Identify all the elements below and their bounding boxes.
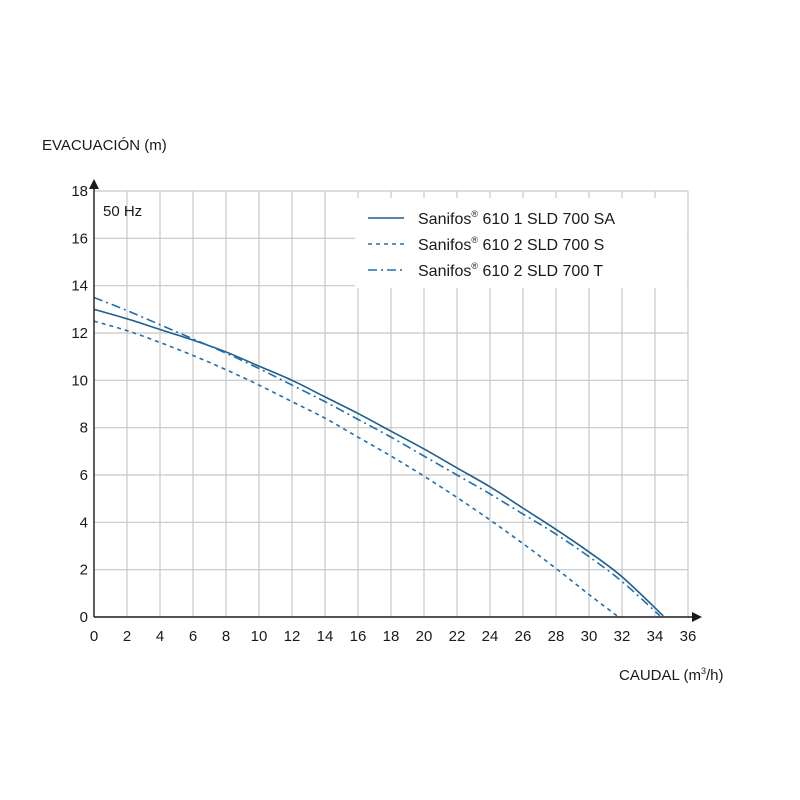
x-tick-label: 26 <box>515 628 532 645</box>
y-tick-label: 0 <box>80 609 88 626</box>
x-tick-label: 34 <box>647 628 664 645</box>
x-axis-title-end: /h) <box>706 667 724 684</box>
legend-mark-1: ® <box>471 209 478 219</box>
legend-item-2: Sanifos® 610 2 SLD 700 S <box>368 235 604 254</box>
y-tick-label: 14 <box>71 278 88 295</box>
y-tick-label: 6 <box>80 467 88 484</box>
y-tick-label: 10 <box>71 372 88 389</box>
x-axis-title-sup: 3 <box>701 666 706 676</box>
legend: Sanifos® 610 1 SLD 700 SA Sanifos® 610 2… <box>355 198 687 288</box>
axes <box>89 179 702 622</box>
tick-labels: 0 2 4 6 8 10 12 14 16 18 20 22 24 26 28 30 32 34 360246810… <box>71 183 696 645</box>
legend-brand-1: Sanifos <box>418 211 471 228</box>
series-line-3 <box>93 296 661 617</box>
x-tick-label: 32 <box>614 628 631 645</box>
legend-mark-2: ® <box>471 235 478 245</box>
x-tick-label: 22 <box>449 628 466 645</box>
legend-label-1: Sanifos® 610 1 SLD 700 SA <box>418 209 615 228</box>
x-axis-arrow <box>692 612 702 622</box>
series-line-1 <box>93 308 664 617</box>
x-axis-title: CAUDAL (m3/h) <box>619 666 723 684</box>
y-axis-title: EVACUACIÓN (m) <box>42 137 167 154</box>
x-tick-label: 2 <box>123 628 131 645</box>
frequency-annotation: 50 Hz <box>103 203 142 220</box>
legend-label-2: Sanifos® 610 2 SLD 700 S <box>418 235 604 254</box>
x-tick-label: 10 <box>251 628 268 645</box>
y-tick-label: 4 <box>80 514 88 531</box>
legend-label-3: Sanifos® 610 2 SLD 700 T <box>418 261 603 280</box>
legend-background <box>355 198 687 288</box>
legend-item-1: Sanifos® 610 1 SLD 700 SA <box>368 209 615 228</box>
x-tick-label: 16 <box>350 628 367 645</box>
y-tick-label: 18 <box>71 183 88 200</box>
y-tick-label: 2 <box>80 562 88 579</box>
legend-item-3: Sanifos® 610 2 SLD 700 T <box>368 261 603 280</box>
x-tick-label: 30 <box>581 628 598 645</box>
legend-model-3: 610 2 SLD 700 T <box>478 263 603 280</box>
x-tick-label: 6 <box>189 628 197 645</box>
legend-brand-2: Sanifos <box>418 237 471 254</box>
x-tick-label: 0 <box>90 628 98 645</box>
legend-brand-3: Sanifos <box>418 263 471 280</box>
legend-model-2: 610 2 SLD 700 S <box>478 237 604 254</box>
x-tick-label: 12 <box>284 628 301 645</box>
y-axis-arrow <box>89 179 99 189</box>
y-tick-label: 8 <box>80 420 88 437</box>
x-tick-label: 36 <box>680 628 697 645</box>
y-tick-label: 16 <box>71 230 88 247</box>
y-tick-label: 12 <box>71 325 88 342</box>
x-tick-label: 18 <box>383 628 400 645</box>
x-axis-title-main: CAUDAL (m <box>619 667 701 684</box>
series-group <box>93 296 664 617</box>
x-tick-label: 28 <box>548 628 565 645</box>
x-tick-label: 8 <box>222 628 230 645</box>
legend-model-1: 610 1 SLD 700 SA <box>478 211 615 228</box>
x-tick-label: 14 <box>317 628 334 645</box>
x-tick-label: 4 <box>156 628 164 645</box>
x-tick-label: 24 <box>482 628 499 645</box>
x-tick-label: 20 <box>416 628 433 645</box>
series-line-2 <box>93 320 618 617</box>
legend-mark-3: ® <box>471 261 478 271</box>
